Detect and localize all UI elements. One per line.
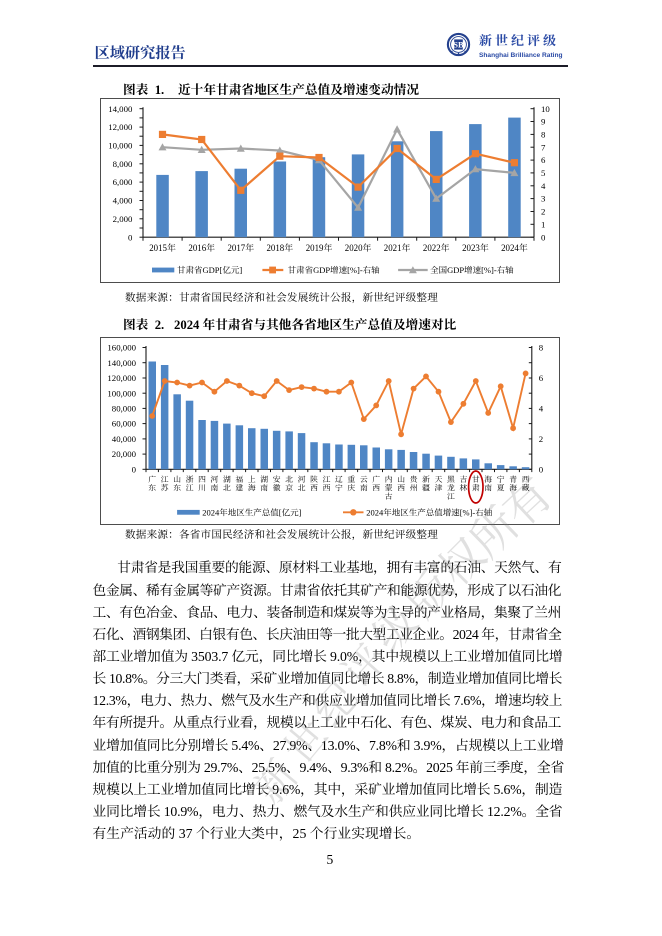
svg-text:8: 8 [541, 130, 546, 140]
svg-text:2: 2 [539, 434, 543, 444]
svg-text:5: 5 [541, 168, 546, 178]
svg-text:2017年: 2017年 [227, 243, 254, 253]
svg-text:山东: 山东 [173, 475, 181, 493]
svg-text:黑龙江: 黑龙江 [447, 475, 455, 501]
svg-text:广西: 广西 [372, 475, 380, 493]
svg-text:100,000: 100,000 [107, 388, 136, 398]
svg-text:12,000: 12,000 [108, 122, 133, 132]
svg-text:0: 0 [128, 232, 133, 242]
svg-text:4: 4 [541, 181, 546, 191]
svg-text:2019年: 2019年 [306, 243, 333, 253]
svg-text:2015年: 2015年 [149, 243, 176, 253]
svg-text:14,000: 14,000 [108, 104, 133, 114]
svg-text:西藏: 西藏 [522, 475, 530, 493]
svg-text:重庆: 重庆 [347, 475, 355, 493]
svg-text:山西: 山西 [397, 475, 405, 493]
svg-text:120,000: 120,000 [107, 373, 136, 383]
svg-text:8: 8 [539, 343, 544, 353]
svg-text:0: 0 [132, 464, 137, 474]
svg-text:4,000: 4,000 [113, 196, 133, 206]
svg-text:上海: 上海 [248, 475, 256, 493]
svg-text:2024年: 2024年 [501, 243, 528, 253]
svg-text:贵州: 贵州 [410, 475, 419, 493]
svg-text:江西: 江西 [323, 475, 331, 493]
svg-text:6,000: 6,000 [113, 177, 133, 187]
svg-text:40,000: 40,000 [112, 434, 137, 444]
svg-text:80,000: 80,000 [112, 404, 137, 414]
svg-text:河南: 河南 [211, 475, 219, 493]
svg-text:北京: 北京 [285, 475, 293, 493]
svg-text:0: 0 [541, 232, 546, 242]
svg-text:2020年: 2020年 [345, 243, 372, 253]
svg-text:7: 7 [541, 142, 546, 152]
svg-text:2018年: 2018年 [266, 243, 293, 253]
svg-text:甘肃省GDP[亿元]: 甘肃省GDP[亿元] [177, 265, 242, 275]
svg-text:湖北: 湖北 [223, 475, 231, 493]
svg-text:甘肃省GDP增速[%]-右轴: 甘肃省GDP增速[%]-右轴 [288, 265, 381, 275]
svg-text:湖南: 湖南 [260, 475, 268, 493]
svg-text:福建: 福建 [235, 475, 243, 493]
svg-text:江苏: 江苏 [161, 475, 169, 493]
svg-text:内蒙古: 内蒙古 [385, 475, 393, 501]
svg-text:甘肃: 甘肃 [472, 475, 480, 493]
svg-text:SB: SB [453, 40, 464, 50]
svg-text:河北: 河北 [298, 475, 306, 493]
svg-text:6: 6 [539, 373, 544, 383]
svg-text:陕西: 陕西 [310, 475, 318, 493]
svg-text:新疆: 新疆 [422, 475, 430, 493]
svg-text:辽宁: 辽宁 [335, 475, 343, 493]
svg-text:9: 9 [541, 117, 546, 127]
svg-text:2016年: 2016年 [188, 243, 215, 253]
svg-text:宁夏: 宁夏 [497, 475, 505, 493]
svg-text:2022年: 2022年 [423, 243, 450, 253]
svg-text:2024年地区生产总值[亿元]: 2024年地区生产总值[亿元] [202, 508, 301, 518]
svg-text:安徽: 安徽 [273, 475, 281, 493]
svg-text:海南: 海南 [484, 475, 492, 493]
svg-text:2023年: 2023年 [462, 243, 489, 253]
svg-text:云南: 云南 [360, 475, 368, 493]
svg-text:1: 1 [541, 219, 545, 229]
svg-text:6: 6 [541, 155, 546, 165]
svg-text:8,000: 8,000 [113, 159, 133, 169]
svg-text:2024年地区生产总值增速[%]-右轴: 2024年地区生产总值增速[%]-右轴 [366, 508, 493, 518]
svg-text:2: 2 [541, 207, 545, 217]
svg-text:浙江: 浙江 [186, 475, 194, 493]
svg-text:0: 0 [539, 464, 544, 474]
svg-text:160,000: 160,000 [107, 343, 136, 353]
svg-text:2,000: 2,000 [113, 214, 133, 224]
svg-text:10: 10 [541, 104, 550, 114]
svg-text:天津: 天津 [435, 475, 443, 493]
svg-text:广东: 广东 [148, 475, 156, 493]
svg-text:青海: 青海 [509, 475, 517, 493]
svg-text:140,000: 140,000 [107, 358, 136, 368]
svg-text:3: 3 [541, 194, 546, 204]
svg-text:20,000: 20,000 [112, 449, 137, 459]
svg-text:2021年: 2021年 [384, 243, 411, 253]
svg-text:吉林: 吉林 [460, 475, 468, 493]
svg-text:10,000: 10,000 [108, 141, 133, 151]
svg-text:60,000: 60,000 [112, 419, 137, 429]
svg-text:4: 4 [539, 404, 544, 414]
svg-text:全国GDP增速[%]-右轴: 全国GDP增速[%]-右轴 [430, 265, 514, 275]
svg-text:四川: 四川 [198, 475, 206, 493]
